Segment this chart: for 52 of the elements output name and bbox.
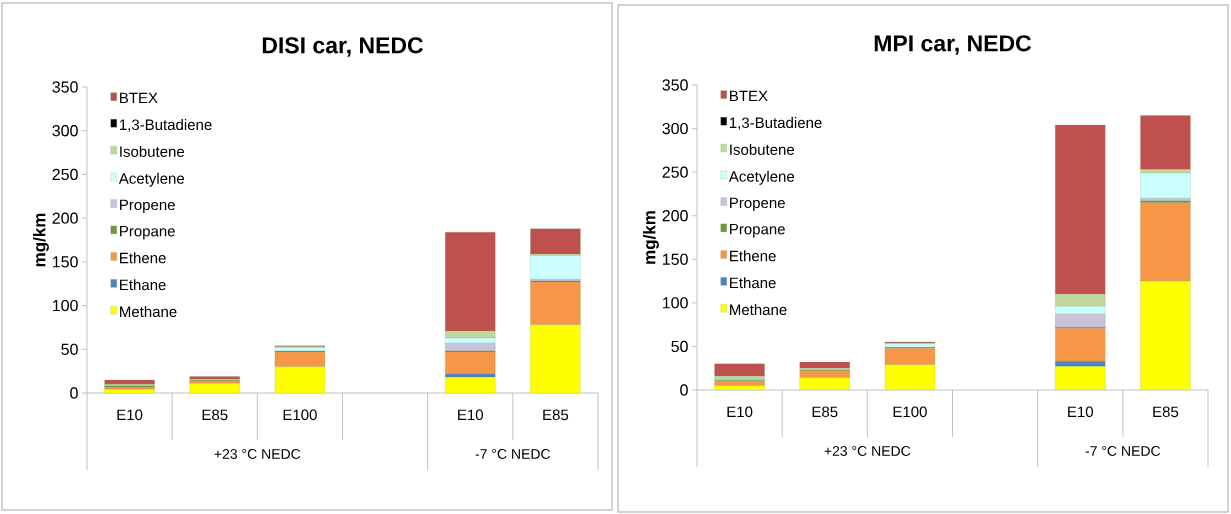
- y-tick-label: 350: [52, 81, 78, 93]
- y-tick-label: 100: [53, 299, 78, 312]
- legend-label: Methane: [730, 304, 787, 316]
- y-tick-label: 100: [663, 297, 688, 309]
- legend-label: Propane: [730, 223, 785, 238]
- y-axis-title: mg/km: [32, 213, 49, 267]
- y-tick-label: 300: [52, 125, 78, 137]
- y-tick-label: 150: [663, 253, 688, 265]
- legend-label: Methane: [120, 306, 177, 318]
- legend-label: Acetylene: [728, 170, 795, 185]
- x-tick-label: E10: [117, 409, 143, 421]
- x-tick-label: E85: [812, 406, 838, 418]
- chart-title: DISI car, NEDC: [262, 37, 424, 57]
- y-axis-title: mg/km: [643, 211, 659, 264]
- x-tick-label: E100: [893, 406, 927, 418]
- legend-label: Propene: [730, 197, 785, 212]
- legend-label: Propane: [120, 225, 175, 240]
- legend-label: Ethane: [120, 279, 166, 291]
- x-tick-label: E85: [202, 409, 228, 421]
- x-tick-label: E10: [1068, 406, 1093, 418]
- x-tick-label: E10: [727, 406, 753, 418]
- y-tick-label: 50: [671, 340, 688, 353]
- text: +23 °C NEDC: [824, 446, 911, 456]
- legend-label: 1,3-Butadiene: [119, 119, 212, 132]
- y-tick-label: 200: [52, 212, 78, 224]
- legend-label: Isobutene: [120, 145, 185, 157]
- text: -7 °C NEDC: [475, 449, 551, 459]
- legend-label: BTEX: [120, 92, 158, 104]
- legend-label: 1,3-Butadiene: [729, 117, 822, 130]
- legend-label: Ethene: [120, 252, 166, 264]
- y-tick-label: 200: [662, 210, 688, 222]
- x-tick-label: E10: [458, 409, 483, 421]
- legend-label: Acetylene: [118, 172, 185, 187]
- y-tick-label: 0: [70, 387, 78, 399]
- x-tick-label: E85: [1153, 406, 1179, 418]
- y-tick-label: 350: [662, 79, 688, 91]
- chart-title: MPI car, NEDC: [874, 35, 1032, 55]
- y-tick-label: 250: [52, 168, 78, 181]
- legend-label: Isobutene: [730, 143, 795, 155]
- y-tick-label: 300: [662, 122, 688, 135]
- legend-label: BTEX: [730, 90, 768, 102]
- legend-label: Ethane: [730, 277, 776, 289]
- y-tick-label: 0: [680, 384, 688, 396]
- y-tick-label: 250: [662, 166, 688, 178]
- x-tick-label: E85: [543, 409, 569, 421]
- text: -7 °C NEDC: [1085, 446, 1161, 456]
- x-tick-label: E100: [283, 409, 317, 421]
- text: +23 °C NEDC: [214, 449, 301, 459]
- y-tick-label: 150: [53, 256, 78, 268]
- legend-label: Ethene: [730, 250, 776, 262]
- y-tick-label: 50: [61, 343, 78, 355]
- legend-label: Propene: [120, 199, 175, 214]
